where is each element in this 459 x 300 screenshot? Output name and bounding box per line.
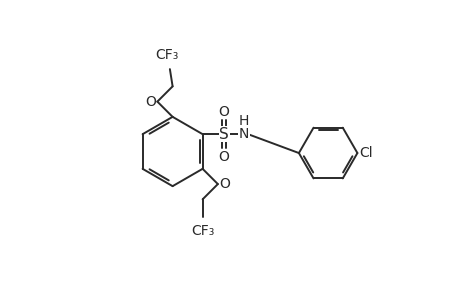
Text: O: O [219,177,230,191]
Text: Cl: Cl [359,146,373,160]
Text: CF₃: CF₃ [154,48,178,62]
Text: O: O [146,94,156,109]
Text: CF₃: CF₃ [190,224,214,238]
Text: H: H [239,114,249,128]
Text: N: N [239,127,249,141]
Text: O: O [218,150,229,164]
Text: O: O [218,105,229,119]
Text: S: S [219,127,229,142]
